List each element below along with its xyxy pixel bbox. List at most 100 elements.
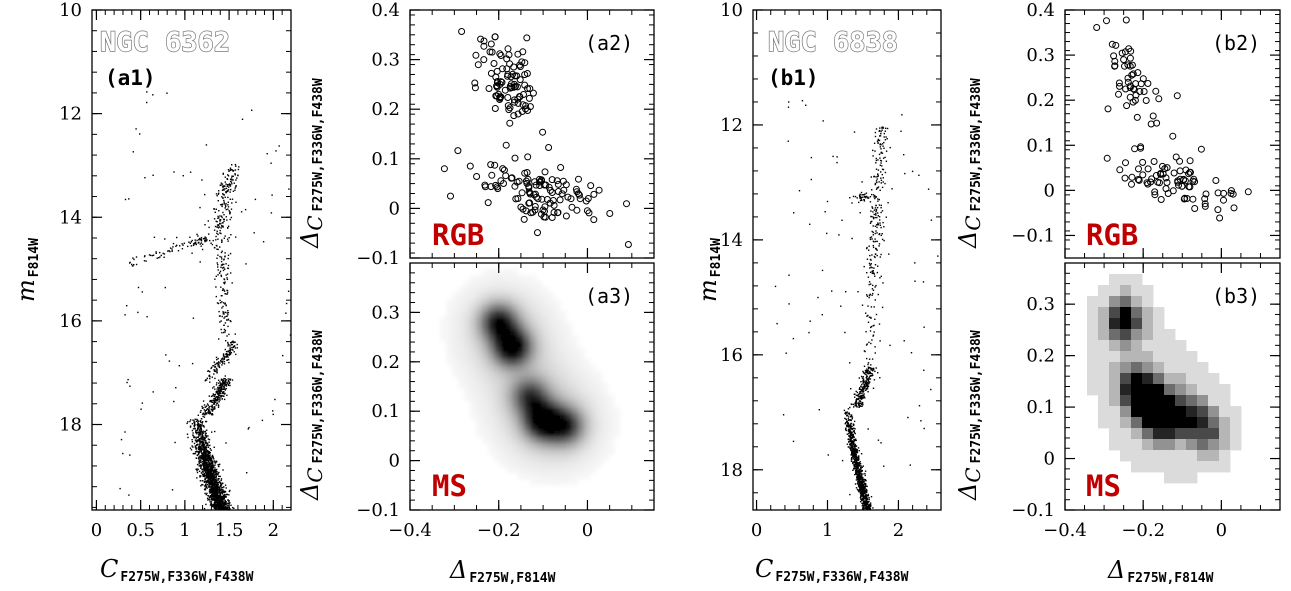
a1-star-point — [210, 414, 213, 416]
a3-density-cell — [536, 329, 543, 336]
a1-star-point — [227, 264, 230, 267]
a1-star-point — [208, 479, 210, 481]
b1-star-point — [866, 381, 869, 384]
a1-star-point — [205, 475, 208, 478]
a3-density-cell — [566, 443, 573, 450]
a1-star-point — [171, 489, 174, 491]
b1-star-point — [880, 253, 882, 256]
a3-density-cell — [542, 437, 549, 444]
a1-star-point — [200, 485, 202, 487]
a1-star-point — [194, 445, 197, 447]
a1-star-point — [219, 397, 221, 399]
a1-star-point — [226, 502, 228, 504]
a1-star-point — [215, 504, 218, 506]
a1-star-point — [211, 466, 214, 468]
a3-density-cell — [584, 377, 591, 384]
a1-star-point — [164, 238, 166, 240]
a1-star-point — [197, 468, 199, 471]
a3-density-cell — [602, 455, 609, 462]
a3-density-cell — [506, 407, 513, 414]
a3-density-cell — [542, 473, 549, 480]
a3-density-cell — [500, 287, 507, 294]
a1-x-tick-label: 1.5 — [215, 520, 244, 541]
b1-star-point — [854, 467, 856, 470]
b1-star-point — [850, 423, 852, 425]
b1-star-point — [868, 381, 870, 383]
a1-star-point — [225, 487, 227, 489]
a2-star-point — [574, 190, 582, 198]
a1-star-point — [213, 361, 215, 363]
b1-star-point — [850, 458, 853, 460]
a1-star-point — [204, 442, 207, 444]
a3-density-cell — [518, 401, 525, 408]
a1-star-point — [227, 189, 230, 191]
a3-density-cell — [530, 479, 537, 486]
a3-density-cell — [536, 377, 543, 384]
a1-star-point — [220, 182, 222, 184]
a3-density-cell — [590, 377, 597, 384]
a1-star-point — [221, 307, 223, 309]
a3-density-cell — [524, 383, 531, 390]
a3-density-cell — [482, 365, 489, 372]
b1-star-point — [857, 481, 859, 483]
b1-star-point — [865, 377, 868, 379]
a1-star-point — [213, 460, 216, 462]
a1-star-point — [227, 319, 229, 321]
b1-star-point — [850, 438, 853, 440]
a1-star-point — [229, 350, 232, 352]
a3-density-cell — [458, 305, 465, 312]
b1-star-point — [843, 409, 846, 412]
a1-star-point — [216, 481, 218, 484]
a1-star-point — [208, 413, 211, 415]
a3-density-cell — [470, 305, 477, 312]
a2-star-point — [504, 94, 512, 101]
a1-star-point — [210, 471, 212, 473]
b1-star-point — [860, 478, 862, 480]
a3-density-cell — [530, 455, 537, 462]
a1-star-point — [215, 460, 217, 462]
b1-star-point — [856, 398, 858, 400]
a3-density-cell — [464, 347, 471, 354]
b1-star-point — [872, 507, 874, 509]
a1-star-point — [215, 471, 217, 474]
b1-star-point — [845, 429, 847, 431]
b1-star-point — [863, 372, 866, 374]
a1-star-point — [148, 254, 151, 256]
b1-star-point — [851, 433, 853, 436]
a1-star-point — [200, 418, 203, 420]
a3-density-cell — [536, 443, 543, 450]
b1-star-point — [848, 435, 850, 437]
a1-star-point — [214, 370, 216, 372]
a1-star-point — [225, 340, 227, 342]
a2-star-point — [514, 99, 522, 107]
a1-star-point — [208, 374, 211, 376]
b1-star-point — [851, 445, 853, 447]
a1-star-point — [217, 501, 219, 503]
a3-density-cell — [590, 371, 597, 378]
a3-density-cell — [536, 425, 543, 432]
a3-density-cell — [494, 353, 501, 360]
a3-density-cell — [542, 467, 549, 474]
a1-star-point — [201, 464, 203, 466]
a3-density-cell — [590, 425, 597, 432]
b1-star-point — [874, 264, 877, 266]
b1-star-point — [861, 383, 863, 386]
a2-star-point — [516, 76, 524, 84]
a2-star-point — [497, 78, 505, 86]
a1-star-point — [215, 369, 217, 371]
a1-star-point — [222, 386, 224, 388]
a1-star-point — [227, 351, 229, 353]
a1-star-point — [221, 398, 223, 400]
a3-density-cell — [524, 281, 531, 288]
a3-density-cell — [452, 305, 459, 312]
a1-star-point — [204, 193, 206, 196]
a3-density-cell — [590, 449, 597, 456]
b1-star-point — [853, 456, 856, 458]
a1-star-point — [215, 396, 217, 398]
b1-star-point — [861, 386, 863, 388]
a3-density-cell — [506, 389, 513, 396]
a1-star-point — [224, 235, 226, 237]
a3-density-cell — [530, 335, 537, 342]
a2-star-point — [506, 82, 514, 90]
a3-density-cell — [518, 329, 525, 336]
